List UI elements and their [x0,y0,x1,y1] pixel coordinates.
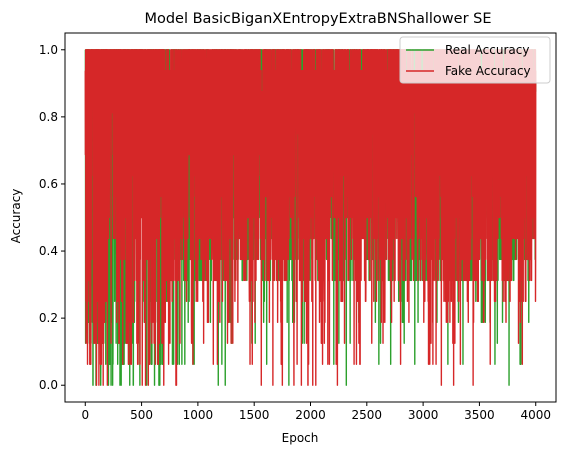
y-tick-label: 0.8 [39,110,58,124]
x-tick-label: 1500 [239,408,270,422]
x-axis-label: Epoch [282,431,319,445]
x-tick-label: 2500 [352,408,383,422]
x-tick-label: 3500 [464,408,495,422]
x-tick-label: 500 [130,408,153,422]
y-tick-label: 1.0 [39,43,58,57]
y-tick-label: 0.0 [39,378,58,392]
y-tick-label: 0.4 [39,244,58,258]
x-tick-label: 4000 [520,408,551,422]
x-tick-label: 0 [81,408,89,422]
x-tick-label: 3000 [408,408,439,422]
x-tick-label: 1000 [183,408,214,422]
legend: Real Accuracy Fake Accuracy [400,37,550,83]
y-tick-label: 0.6 [39,177,58,191]
legend-entry-label: Real Accuracy [445,43,529,57]
legend-entry-label: Fake Accuracy [445,64,531,78]
y-tick-label: 0.2 [39,311,58,325]
chart-title: Model BasicBiganXEntropyExtraBNShallower… [144,11,491,27]
x-tick-label: 2000 [295,408,326,422]
y-axis-label: Accuracy [9,189,23,244]
